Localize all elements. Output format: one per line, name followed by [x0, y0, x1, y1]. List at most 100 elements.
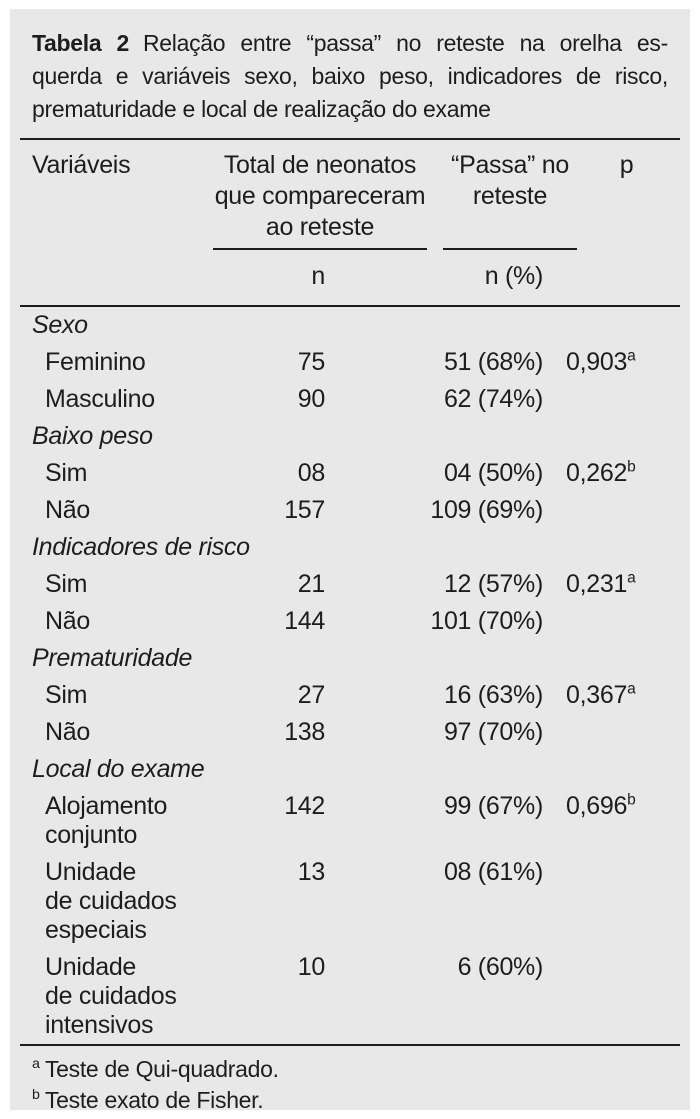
cell-n: 27 — [297, 681, 326, 709]
table-footnotes: a Teste de Qui-quadrado. b Teste exato de … — [32, 1046, 668, 1110]
row-label: Não — [45, 718, 90, 746]
rule-below-header — [20, 305, 680, 307]
table-row: Masculino 90 62 (74%) — [32, 381, 668, 418]
rule-under-total — [213, 248, 427, 250]
cell-n-pct: 08 (61%) — [443, 858, 543, 886]
p-value: 0,262 — [566, 459, 628, 487]
cell-n-pct: 109 (69%) — [430, 496, 543, 524]
table-row: Feminino 75 51 (68%) 0,903a — [32, 344, 668, 381]
table-row: Sim 21 12 (57%) 0,231a — [32, 566, 668, 603]
p-value: 0,903 — [566, 348, 628, 376]
cell-n-pct: 99 (67%) — [443, 792, 543, 820]
cell-n: 13 — [297, 858, 326, 886]
cell-n-pct: 101 (70%) — [430, 607, 543, 635]
row-label: Feminino — [45, 348, 146, 376]
cell-p — [543, 607, 668, 636]
row-label: Sim — [45, 459, 88, 487]
group-label-baixo-peso: Baixo peso — [32, 422, 153, 450]
cell-n-pct: 51 (68%) — [443, 348, 543, 376]
cell-p — [543, 953, 668, 1040]
cell-n: 144 — [284, 607, 325, 635]
p-footnote-marker: b — [627, 791, 636, 809]
cell-n-pct: 62 (74%) — [443, 385, 543, 413]
cell-p — [543, 858, 668, 945]
cell-n: 138 — [284, 718, 325, 746]
footnote-a: a Teste de Qui-quadrado. — [32, 1054, 668, 1085]
subheader-spacer — [32, 262, 205, 291]
p-footnote-marker: b — [627, 458, 636, 476]
group-label-indicadores: Indicadores de risco — [32, 533, 250, 561]
table-row: Não 157 109 (69%) — [32, 492, 668, 529]
cell-n: 08 — [297, 459, 326, 487]
caption-line-2: querda e variáveis sexo, baixo peso, ind… — [32, 63, 668, 89]
footnote-a-marker: a — [32, 1056, 40, 1073]
table-caption: Tabela 2 Relação entre “passa” no reteste… — [32, 25, 668, 138]
row-label: Sim — [45, 681, 88, 709]
group-label-local: Local do exame — [32, 755, 205, 783]
table-group-row: Prematuridade — [32, 640, 668, 677]
table-row: Sim 08 04 (50%) 0,262b — [32, 455, 668, 492]
table-group-row: Sexo — [32, 307, 668, 344]
cell-p: 0,903a — [543, 348, 668, 377]
header-variables: Variáveis — [32, 151, 131, 179]
cell-p — [543, 496, 668, 525]
row-label: Não — [45, 607, 90, 635]
header-total-label: Total de neonatos que compareceram ao re… — [214, 151, 426, 241]
table-row: Alojamento conjunto 142 99 (67%) 0,696b — [32, 788, 668, 854]
table-number-label: Tabela 2 — [32, 30, 129, 56]
subheader-spacer-p — [543, 262, 668, 291]
p-value: 0,231 — [566, 570, 628, 598]
cell-p: 0,262b — [543, 459, 668, 488]
group-label-sexo: Sexo — [32, 311, 88, 339]
table-header-row: Variáveis Total de neonatos que comparec… — [32, 140, 668, 250]
cell-n-pct: 16 (63%) — [443, 681, 543, 709]
row-label: Unidade de cuidados especiais — [45, 858, 177, 944]
table-group-row: Baixo peso — [32, 418, 668, 455]
cell-n: 21 — [297, 570, 326, 598]
cell-n: 157 — [284, 496, 325, 524]
table-panel: Tabela 2 Relação entre “passa” no reteste… — [10, 9, 690, 1110]
subheader-n-pct: n (%) — [484, 262, 544, 290]
rule-under-pass — [443, 248, 577, 250]
cell-p: 0,696b — [543, 792, 668, 850]
subheader-n: n — [311, 262, 325, 290]
cell-n-pct: 12 (57%) — [443, 570, 543, 598]
cell-p: 0,367a — [543, 681, 668, 710]
row-label: Masculino — [45, 385, 155, 413]
caption-text-1: Relação entre “passa” no reteste na orel… — [142, 30, 668, 56]
p-footnote-marker: a — [627, 680, 636, 698]
rule-above-footnotes — [20, 1044, 680, 1046]
cell-n: 75 — [297, 348, 326, 376]
cell-n: 90 — [297, 385, 326, 413]
header-pass-label: “Passa” no reteste — [451, 151, 569, 210]
group-label-prematuridade: Prematuridade — [32, 644, 193, 672]
cell-n: 142 — [284, 792, 325, 820]
header-pass-group: “Passa” no reteste — [435, 150, 585, 250]
cell-n-pct: 97 (70%) — [443, 718, 543, 746]
p-value: 0,696 — [566, 792, 628, 820]
footnote-b-text: Teste exato de Fisher. — [44, 1087, 264, 1110]
cell-p — [543, 718, 668, 747]
p-footnote-marker: a — [627, 347, 636, 365]
caption-line-3: prematuridade e local de realização do e… — [32, 96, 491, 122]
footnote-b: b Teste exato de Fisher. — [32, 1085, 668, 1110]
row-label: Não — [45, 496, 90, 524]
table-group-row: Local do exame — [32, 751, 668, 788]
cell-n-pct: 04 (50%) — [443, 459, 543, 487]
row-label: Alojamento conjunto — [45, 792, 168, 849]
row-label: Sim — [45, 570, 88, 598]
p-footnote-marker: a — [627, 569, 636, 587]
table-subheader-row: n n (%) — [32, 250, 668, 305]
p-value: 0,367 — [566, 681, 628, 709]
caption-line-1: Tabela 2 Relação entre “passa” no reteste… — [32, 27, 668, 60]
table-row: Unidade de cuidados especiais 13 08 (61%… — [32, 854, 668, 949]
header-total-group: Total de neonatos que compareceram ao re… — [205, 150, 435, 250]
table-group-row: Indicadores de risco — [32, 529, 668, 566]
cell-n: 10 — [297, 953, 326, 981]
table-row: Unidade de cuidados intensivos 10 6 (60%… — [32, 949, 668, 1044]
table-body: Sexo Feminino 75 51 (68%) 0,903a Masculi… — [32, 307, 668, 1044]
table-row: Sim 27 16 (63%) 0,367a — [32, 677, 668, 714]
rule-below-caption — [20, 138, 680, 140]
cell-p — [543, 385, 668, 414]
table-row: Não 138 97 (70%) — [32, 714, 668, 751]
